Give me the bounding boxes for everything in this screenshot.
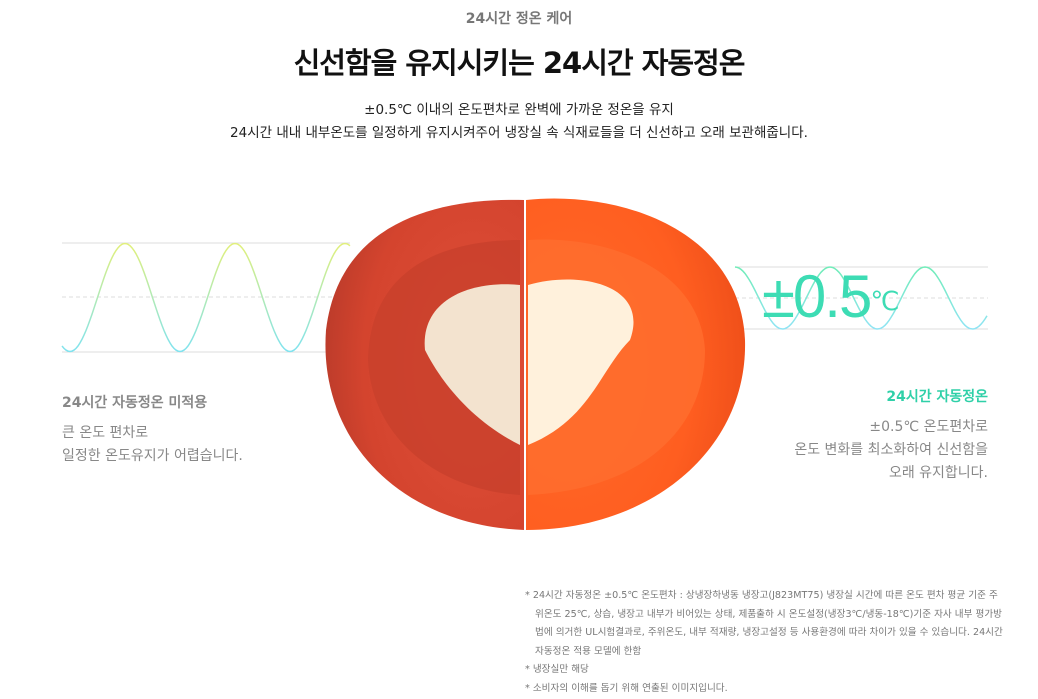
temperature-unit: ℃ <box>870 286 900 316</box>
description: ±0.5℃ 이내의 온도편차로 완벽에 가까운 정온을 유지 24시간 내내 내… <box>0 99 1038 145</box>
left-heading: 24시간 자동정온 미적용 <box>62 395 208 411</box>
temperature-value: ±0.5 <box>762 263 872 330</box>
without-feature-caption: 24시간 자동정온 미적용 큰 온도 편차로 일정한 온도유지가 어렵습니다. <box>62 392 243 468</box>
left-wave-graph <box>61 242 351 353</box>
tomato-left-half-dull <box>325 199 524 531</box>
footnote: * 냉장실만 해당 <box>525 664 589 675</box>
footnote: * 24시간 자동정온 ±0.5℃ 온도편차 : 상냉장하냉동 냉장고(J823… <box>525 590 1003 657</box>
section-eyebrow: 24시간 정온 케어 <box>465 11 573 27</box>
page-title: 신선함을 유지시키는 24시간 자동정온 <box>293 46 746 80</box>
temperature-deviation-readout: ±0.5℃ <box>762 262 900 332</box>
with-feature-caption: 24시간 자동정온 ±0.5℃ 온도편차로 온도 변화를 최소화하여 신선함을 … <box>794 386 988 485</box>
footnote: * 소비자의 이해를 돕기 위해 연출된 이미지입니다. <box>525 682 728 694</box>
footnotes: * 24시간 자동정온 ±0.5℃ 온도편차 : 상냉장하냉동 냉장고(J823… <box>525 587 1005 698</box>
right-line: ±0.5℃ 온도편차로 <box>869 419 988 435</box>
right-heading: 24시간 자동정온 <box>886 389 988 405</box>
right-wave-graph <box>734 266 988 330</box>
left-line: 일정한 온도유지가 어렵습니다. <box>62 448 243 464</box>
description-line: ±0.5℃ 이내의 온도편차로 완벽에 가까운 정온을 유지 <box>364 102 674 118</box>
description-line: 24시간 내내 내부온도를 일정하게 유지시켜주어 냉장실 속 식재료들을 더 … <box>230 125 808 141</box>
tomato-right-half-fresh <box>526 198 746 531</box>
right-line: 오래 유지합니다. <box>888 465 988 481</box>
right-line: 온도 변화를 최소화하여 신선함을 <box>794 442 988 458</box>
left-line: 큰 온도 편차로 <box>62 425 149 441</box>
